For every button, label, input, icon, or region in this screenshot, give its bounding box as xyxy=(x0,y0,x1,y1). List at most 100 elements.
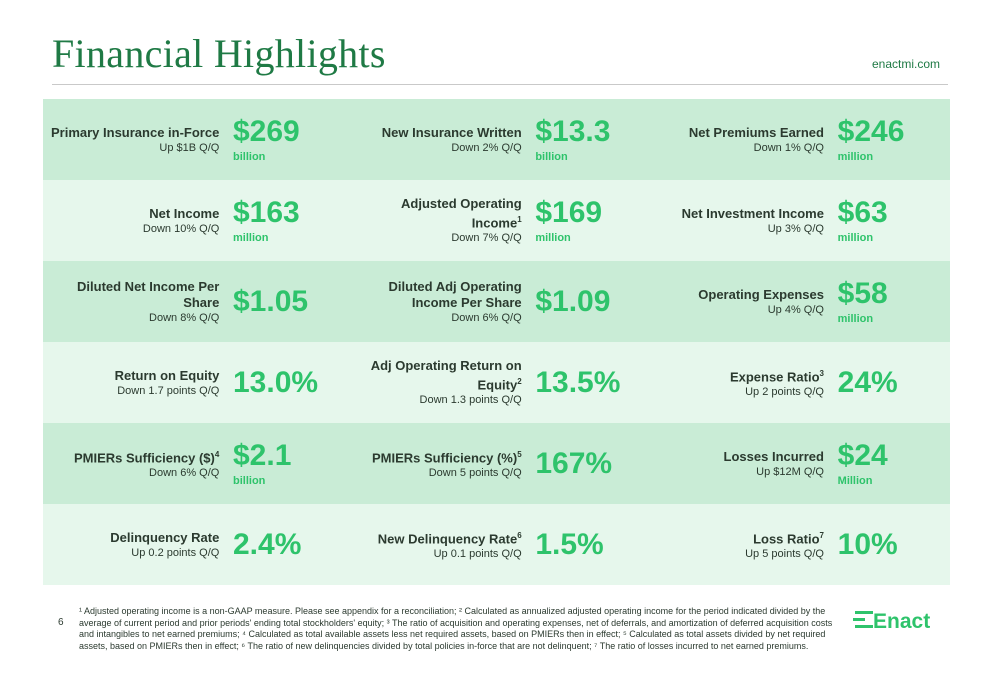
metric-label: PMIERs Sufficiency (%)5 Down 5 points Q/Q xyxy=(352,423,522,504)
metric-change: Up 5 points Q/Q xyxy=(745,548,824,561)
metric-cell: Operating Expenses Up 4% Q/Q $58 million xyxy=(648,261,950,342)
metric-value-block: 2.4% xyxy=(233,504,301,585)
metric-name-text: Primary Insurance in-Force xyxy=(50,124,220,140)
metric-value: $13.3 xyxy=(535,114,611,148)
metrics-row: Return on Equity Down 1.7 points Q/Q 13.0%… xyxy=(43,342,950,423)
metric-value-block: $24 Million xyxy=(838,423,888,504)
metric-value-block: $269 billion xyxy=(233,99,300,180)
metric-value-block: 13.0% xyxy=(233,342,318,423)
footnote-marker: 4 xyxy=(214,449,220,459)
metric-name: New Insurance Written xyxy=(352,125,522,141)
metric-change: Up 3% Q/Q xyxy=(767,222,824,235)
metric-change: Down 1.7 points Q/Q xyxy=(117,384,220,397)
page-number: 6 xyxy=(58,617,64,628)
metric-label: PMIERs Sufficiency ($)4 Down 6% Q/Q xyxy=(49,423,219,504)
metric-value: 10% xyxy=(837,527,898,561)
metric-value: 2.4% xyxy=(233,527,302,561)
metric-label: New Insurance Written Down 2% Q/Q xyxy=(352,99,522,180)
metric-value-block: $2.1 billion xyxy=(233,423,291,504)
metric-change: Down 7% Q/Q xyxy=(451,232,522,245)
metric-value: 24% xyxy=(837,365,898,399)
metric-label: Delinquency Rate Up 0.2 points Q/Q xyxy=(49,504,219,585)
metric-value: $246 xyxy=(837,114,905,148)
metric-value: $269 xyxy=(233,114,300,148)
metric-name-text: PMIERs Sufficiency (%) xyxy=(372,450,518,466)
metric-unit: million xyxy=(233,231,269,244)
metric-value: $24 xyxy=(837,438,888,472)
metric-unit: Million xyxy=(837,474,873,487)
metric-value-block: 13.5% xyxy=(535,342,620,423)
metric-unit: million xyxy=(837,231,874,244)
metric-cell: New Insurance Written Down 2% Q/Q $13.3 bil… xyxy=(345,99,647,180)
metric-label: Net Premiums Earned Down 1% Q/Q xyxy=(654,99,824,180)
metric-value-block: $1.05 xyxy=(233,261,308,342)
metric-label: Expense Ratio3 Up 2 points Q/Q xyxy=(654,342,824,423)
metric-name-text: Net Investment Income xyxy=(681,205,824,221)
footnote-marker: 6 xyxy=(517,530,522,540)
metric-value: 167% xyxy=(535,446,613,480)
metric-cell: Return on Equity Down 1.7 points Q/Q 13.0% xyxy=(43,342,345,423)
metric-cell: New Delinquency Rate6 Up 0.1 points Q/Q 1.… xyxy=(345,504,647,585)
metric-change: Up 4% Q/Q xyxy=(767,303,824,316)
footnote-marker: 7 xyxy=(819,530,824,540)
metric-name: Net Income xyxy=(49,206,219,222)
metric-name: Losses Incurred xyxy=(654,449,824,465)
metric-cell: Primary Insurance in-Force Up $1B Q/Q $269… xyxy=(43,99,345,180)
metric-cell: PMIERs Sufficiency ($)4 Down 6% Q/Q $2.1 bi… xyxy=(43,423,345,504)
metric-name: Return on Equity xyxy=(49,367,220,384)
metric-name-text: Diluted Net Income Per Share xyxy=(77,278,220,310)
metric-cell: Net Income Down 10% Q/Q $163 million xyxy=(43,180,345,261)
metric-name-text: Return on Equity xyxy=(114,367,220,383)
metric-value-block: $13.3 billion xyxy=(535,99,610,180)
metric-name-text: New Delinquency Rate xyxy=(377,531,518,547)
metric-name-text: Loss Ratio xyxy=(753,531,820,547)
metric-cell: Delinquency Rate Up 0.2 points Q/Q 2.4% xyxy=(43,504,345,585)
footnote-marker: 3 xyxy=(819,368,824,378)
footnotes: ¹ Adjusted operating income is a non-GAA… xyxy=(79,606,833,651)
metric-value: 1.5% xyxy=(535,527,604,561)
metric-value: 13.0% xyxy=(233,365,319,399)
metric-cell: Expense Ratio3 Up 2 points Q/Q 24% xyxy=(648,342,950,423)
metric-value-block: 1.5% xyxy=(535,504,603,585)
enact-logo: Enact xyxy=(853,610,930,633)
metric-name: PMIERs Sufficiency (%)5 xyxy=(352,447,522,466)
metric-cell: PMIERs Sufficiency (%)5 Down 5 points Q/Q… xyxy=(345,423,647,504)
metric-label: Losses Incurred Up $12M Q/Q xyxy=(654,423,824,504)
metric-change: Down 2% Q/Q xyxy=(451,141,522,154)
metric-change: Down 5 points Q/Q xyxy=(428,467,522,480)
metrics-grid: Primary Insurance in-Force Up $1B Q/Q $269… xyxy=(43,99,950,585)
metric-label: Adj Operating Return on Equity2 Down 1.3 … xyxy=(352,342,522,423)
metric-name-text: Expense Ratio xyxy=(729,369,820,385)
metric-cell: Net Premiums Earned Down 1% Q/Q $246 millio… xyxy=(648,99,950,180)
metric-label: Operating Expenses Up 4% Q/Q xyxy=(654,261,824,342)
metric-name: PMIERs Sufficiency ($)4 xyxy=(49,447,219,466)
metric-cell: Net Investment Income Up 3% Q/Q $63 million xyxy=(648,180,950,261)
metric-label: Net Income Down 10% Q/Q xyxy=(49,180,219,261)
metric-value: $63 xyxy=(837,195,888,229)
metric-change: Down 1.3 points Q/Q xyxy=(419,394,522,407)
metric-name: Delinquency Rate xyxy=(49,530,219,546)
metric-change: Down 8% Q/Q xyxy=(149,311,220,324)
metric-value-block: 10% xyxy=(838,504,898,585)
metric-label: Loss Ratio7 Up 5 points Q/Q xyxy=(654,504,824,585)
metric-name: Operating Expenses xyxy=(654,287,824,303)
metric-name-text: Net Income xyxy=(149,205,220,221)
metric-change: Up 0.1 points Q/Q xyxy=(433,548,522,561)
metric-name-text: Adj Operating Return on Equity xyxy=(370,357,522,393)
metrics-row: Primary Insurance in-Force Up $1B Q/Q $269… xyxy=(43,99,950,180)
metric-cell: Adjusted Operating Income1 Down 7% Q/Q $16… xyxy=(345,180,647,261)
metric-value: 13.5% xyxy=(535,365,621,399)
metric-name: Adjusted Operating Income1 xyxy=(352,196,522,231)
metric-change: Up 0.2 points Q/Q xyxy=(131,546,220,559)
metric-change: Up $12M Q/Q xyxy=(756,465,824,478)
metric-cell: Adj Operating Return on Equity2 Down 1.3 … xyxy=(345,342,647,423)
metric-change: Down 1% Q/Q xyxy=(753,141,824,154)
metric-label: Net Investment Income Up 3% Q/Q xyxy=(654,180,824,261)
metrics-row: Net Income Down 10% Q/Q $163 million Adjuste… xyxy=(43,180,950,261)
metric-unit: billion xyxy=(535,150,568,163)
metric-value-block: $246 million xyxy=(838,99,905,180)
metric-label: Diluted Net Income Per Share Down 8% Q/Q xyxy=(49,261,219,342)
metric-value: $1.05 xyxy=(233,284,309,318)
metric-unit: million xyxy=(535,231,571,244)
website-link[interactable]: enactmi.com xyxy=(871,57,940,71)
